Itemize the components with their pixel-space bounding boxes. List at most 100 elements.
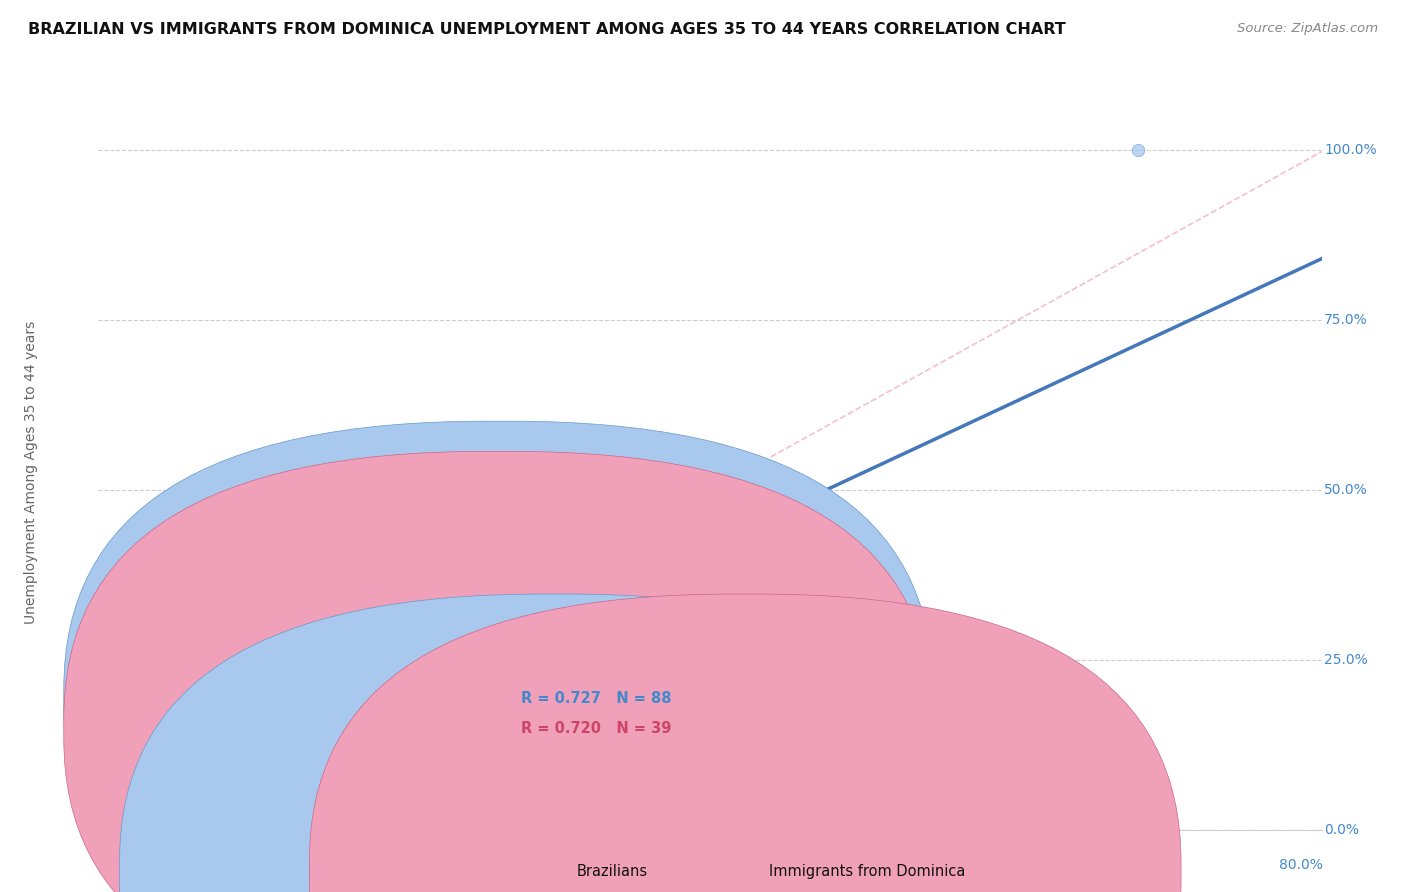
Text: 100.0%: 100.0% (1324, 143, 1376, 157)
Point (225, 781, 247, 796)
Point (118, 822, 141, 837)
Point (240, 775, 263, 789)
Point (87, 822, 110, 837)
Point (149, 809, 172, 823)
Point (163, 802, 186, 816)
Point (103, 822, 125, 837)
Point (194, 802, 217, 816)
Point (87, 822, 110, 837)
Point (118, 809, 141, 823)
Point (194, 809, 217, 823)
Point (179, 802, 201, 816)
Point (163, 815, 186, 830)
Text: 0.0%: 0.0% (1324, 822, 1360, 837)
Point (392, 781, 416, 796)
Point (134, 802, 156, 816)
Point (149, 802, 172, 816)
Point (225, 802, 247, 816)
Point (240, 802, 263, 816)
Point (118, 822, 141, 837)
Point (149, 815, 172, 830)
Point (163, 796, 186, 810)
Point (87, 822, 110, 837)
Text: 0.0%: 0.0% (97, 858, 132, 872)
Point (118, 815, 141, 830)
Text: 50.0%: 50.0% (1324, 483, 1368, 497)
Point (163, 809, 186, 823)
Point (134, 809, 156, 823)
Point (134, 809, 156, 823)
Text: R = 0.720   N = 39: R = 0.720 N = 39 (520, 722, 671, 736)
Text: 25.0%: 25.0% (1324, 653, 1368, 666)
Point (285, 802, 308, 816)
Point (118, 802, 141, 816)
Point (87, 822, 110, 837)
Point (118, 632, 141, 647)
Point (134, 659, 156, 673)
Point (134, 809, 156, 823)
Point (87, 822, 110, 837)
Point (118, 802, 141, 816)
Point (1128, 143, 1150, 157)
Point (270, 802, 292, 816)
Point (149, 822, 172, 837)
Point (163, 809, 186, 823)
Point (103, 822, 125, 837)
Point (209, 802, 232, 816)
Point (163, 584, 186, 599)
Point (163, 815, 186, 830)
Point (423, 775, 446, 789)
Point (134, 815, 156, 830)
Point (470, 768, 492, 782)
Point (87, 822, 110, 837)
Point (103, 796, 125, 810)
Text: Brazilians: Brazilians (576, 864, 648, 879)
Point (163, 809, 186, 823)
Point (134, 815, 156, 830)
Point (179, 815, 201, 830)
Point (285, 789, 308, 803)
Point (87, 822, 110, 837)
Point (240, 796, 263, 810)
Point (209, 789, 232, 803)
Point (103, 809, 125, 823)
Point (546, 761, 568, 775)
Text: 80.0%: 80.0% (1279, 858, 1323, 872)
Point (149, 809, 172, 823)
Point (118, 822, 141, 837)
Point (103, 822, 125, 837)
Point (118, 822, 141, 837)
Point (332, 789, 354, 803)
Point (87, 822, 110, 837)
Point (87, 822, 110, 837)
Point (134, 802, 156, 816)
Point (87, 815, 110, 830)
Point (179, 789, 201, 803)
Point (209, 796, 232, 810)
Point (103, 822, 125, 837)
Point (87, 822, 110, 837)
Point (179, 802, 201, 816)
Text: R = 0.727   N = 88: R = 0.727 N = 88 (520, 691, 671, 706)
Point (103, 822, 125, 837)
Text: atlas: atlas (612, 467, 786, 536)
Point (270, 796, 292, 810)
Point (118, 673, 141, 687)
Point (256, 796, 278, 810)
Point (347, 781, 370, 796)
Point (134, 822, 156, 837)
Point (118, 815, 141, 830)
Text: BRAZILIAN VS IMMIGRANTS FROM DOMINICA UNEMPLOYMENT AMONG AGES 35 TO 44 YEARS COR: BRAZILIAN VS IMMIGRANTS FROM DOMINICA UN… (28, 22, 1066, 37)
Point (87, 815, 110, 830)
Point (87, 822, 110, 837)
Point (87, 822, 110, 837)
Point (87, 802, 110, 816)
Point (103, 815, 125, 830)
Point (576, 755, 599, 769)
Point (347, 789, 370, 803)
Text: 75.0%: 75.0% (1324, 313, 1368, 326)
Point (118, 809, 141, 823)
Point (149, 809, 172, 823)
Point (87, 822, 110, 837)
Text: Immigrants from Dominica: Immigrants from Dominica (769, 864, 966, 879)
